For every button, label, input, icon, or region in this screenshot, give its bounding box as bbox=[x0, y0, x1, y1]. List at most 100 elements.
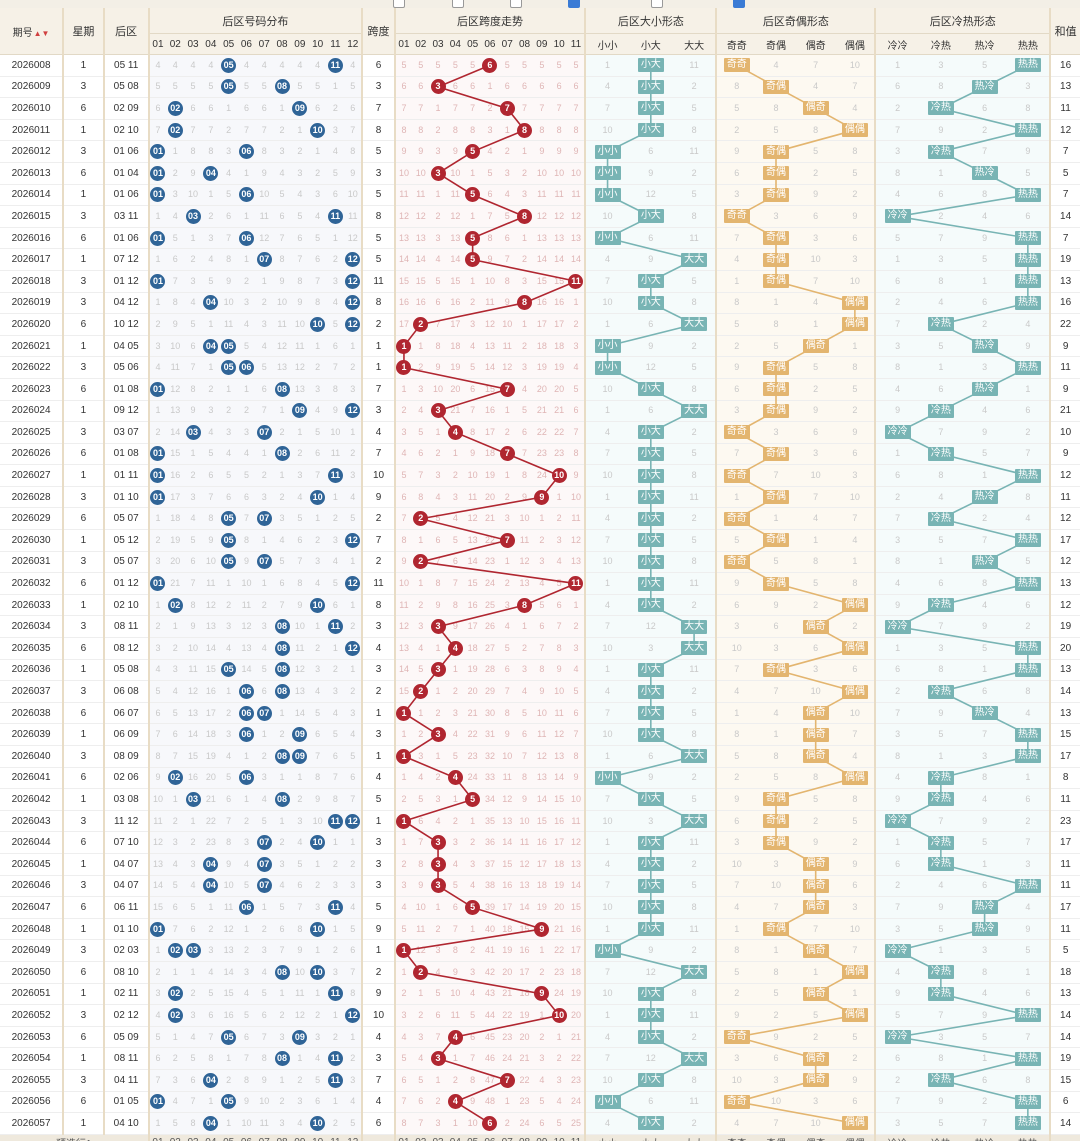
sort-icon[interactable]: ▲▼ bbox=[33, 28, 50, 38]
predict-parity-option[interactable]: 奇偶 bbox=[756, 1134, 796, 1141]
predict-span-option[interactable]: 07 bbox=[498, 1134, 516, 1141]
table-row[interactable]: 2026013 6 01 04 01 2 9 04 4 1 9 4 3 2 5 9 3 10 10 3 10 1 5 3 2 1… bbox=[0, 162, 1080, 185]
table-row[interactable]: 2026042 1 03 08 10 1 03 21 6 1 4 08 2 9 8 7 5 2 5 3 1 5 34 12 9… bbox=[0, 788, 1080, 811]
span-trend-cell: 1 bbox=[412, 335, 430, 358]
table-row[interactable]: 2026052 3 02 12 4 02 3 6 16 5 6 2 12 2 1 12 10 3 2 6 11 5 44 2… bbox=[0, 1004, 1080, 1027]
table-row[interactable]: 2026056 6 01 05 01 4 7 1 05 9 10 2 3 6 1 4 4 7 6 2 4 9 48 1 23 5… bbox=[0, 1091, 1080, 1114]
table-row[interactable]: 2026055 3 04 11 7 3 6 04 2 8 9 1 2 5 11 3 7 6 5 1 2 8 47 7 22 4 3… bbox=[0, 1069, 1080, 1092]
predict-parity-option[interactable]: 奇奇 bbox=[716, 1134, 757, 1141]
predict-dist-option[interactable]: 12 bbox=[344, 1134, 364, 1141]
predict-heat-option[interactable]: 冷冷 bbox=[875, 1134, 919, 1141]
predict-size-option[interactable]: 小小 bbox=[585, 1134, 629, 1141]
predict-span-option[interactable]: 03 bbox=[429, 1134, 447, 1141]
predict-size-option[interactable]: 小大 bbox=[628, 1134, 673, 1141]
span-trend-cell: 14 bbox=[515, 896, 534, 919]
table-row[interactable]: 2026014 1 01 06 01 3 10 1 5 06 10 5 4 3 6 10 5 11 11 1 11 5 6… bbox=[0, 184, 1080, 207]
predict-parity-option[interactable]: 偶奇 bbox=[795, 1134, 836, 1141]
table-row[interactable]: 2026033 1 02 10 1 02 8 12 2 11 2 7 9 10 6 1 8 11 2 9 8 16 25 3… bbox=[0, 594, 1080, 617]
table-row[interactable]: 2026049 3 02 03 1 02 03 3 13 2 3 7 9 1 2 6 1 1 12 3 8 2 41 19 1… bbox=[0, 939, 1080, 962]
table-row[interactable]: 2026023 6 01 08 01 12 8 2 1 1 6 08 13 3 8 3 7 1 3 10 20 6 15 7… bbox=[0, 378, 1080, 401]
table-row[interactable]: 2026034 3 08 11 2 1 9 13 3 12 3 08 10 1 11 2 3 12 3 3 9 17 26… bbox=[0, 615, 1080, 639]
table-row[interactable]: 2026039 1 06 09 7 6 14 18 3 06 1 2 09 6 5 4 3 1 2 3 4 22 31 9 6… bbox=[0, 723, 1080, 746]
predict-span-option[interactable]: 06 bbox=[481, 1134, 499, 1141]
predict-span-option[interactable]: 08 bbox=[515, 1134, 534, 1141]
predict-span-option[interactable]: 05 bbox=[464, 1134, 482, 1141]
table-row[interactable]: 2026054 1 08 11 6 2 5 8 1 7 8 08 1 4 11 2 3 5 4 3 1 7 46 24 21 3… bbox=[0, 1047, 1080, 1070]
table-row[interactable]: 2026041 6 02 06 9 02 16 20 5 06 3 1 1 8 7 6 4 1 4 2 4 24 33 11… bbox=[0, 767, 1080, 790]
table-row[interactable]: 2026057 1 04 10 1 5 8 04 1 10 11 3 4 10 2 5 6 8 7 3 1 10 6 2 24… bbox=[0, 1112, 1080, 1135]
predict-heat-option[interactable]: 冷热 bbox=[918, 1134, 963, 1141]
predict-dist-option[interactable]: 01 bbox=[148, 1134, 167, 1141]
table-row[interactable]: 2026031 3 05 07 3 20 6 10 05 9 07 5 7 3 4 1 2 9 2 7 6 14 23 1 1… bbox=[0, 551, 1080, 574]
table-row[interactable]: 2026032 6 01 12 01 21 7 11 1 10 1 6 8 4 5 12 11 10 1 8 7 15 2… bbox=[0, 572, 1080, 595]
filter-checkbox[interactable] bbox=[568, 0, 580, 8]
table-row[interactable]: 2026045 1 04 07 13 4 3 04 9 4 07 3 5 1 2 2 3 2 8 3 4 3 37 15 12… bbox=[0, 853, 1080, 876]
predict-dist-option[interactable]: 08 bbox=[273, 1134, 291, 1141]
table-row[interactable]: 2026008 1 05 11 4 4 4 4 05 4 4 4 4 4 11 4 6 5 5 5 5 5 6 5 5 5 5 5 1… bbox=[0, 54, 1080, 77]
table-row[interactable]: 2026011 1 02 10 7 02 7 7 2 7 7 2 1 10 3 7 8 8 8 2 8 8 3 1 8 8 8 8 1… bbox=[0, 119, 1080, 142]
filter-checkbox[interactable] bbox=[510, 0, 522, 8]
predict-span-option[interactable]: 10 bbox=[550, 1134, 568, 1141]
table-row[interactable]: 2026028 3 01 10 01 17 3 7 6 6 3 2 4 10 1 4 9 6 8 4 3 11 20 2 9 9… bbox=[0, 486, 1080, 509]
filter-checkbox[interactable] bbox=[452, 0, 464, 8]
predict-span-option[interactable]: 11 bbox=[567, 1134, 587, 1141]
table-row[interactable]: 2026018 3 01 12 01 7 3 5 9 2 1 9 8 7 3 12 11 15 15 5 15 1 10 8… bbox=[0, 270, 1080, 293]
table-row[interactable]: 2026026 6 01 08 01 15 1 5 4 4 1 08 2 6 11 2 7 4 6 2 1 9 18 7 7 2… bbox=[0, 443, 1080, 466]
predict-dist-option[interactable]: 09 bbox=[290, 1134, 309, 1141]
predict-size-option[interactable]: 大大 bbox=[672, 1134, 718, 1141]
table-row[interactable]: 2026017 1 07 12 1 6 2 4 8 1 07 8 7 6 2 12 5 14 14 4 14 5 9 7 2 1… bbox=[0, 248, 1080, 271]
span-trend-cell: 4 bbox=[533, 1069, 551, 1092]
table-row[interactable]: 2026035 6 08 12 3 2 10 14 4 13 4 08 11 2 1 12 4 13 4 1 4 18 2… bbox=[0, 637, 1080, 660]
filter-checkbox[interactable] bbox=[393, 0, 405, 8]
filter-checkbox[interactable] bbox=[651, 0, 663, 8]
table-row[interactable]: 2026027 1 01 11 01 16 2 6 5 5 2 1 3 7 11 3 10 5 7 3 2 10 19 1 8… bbox=[0, 464, 1080, 487]
predict-span-option[interactable]: 02 bbox=[412, 1134, 430, 1141]
table-row[interactable]: 2026053 6 05 09 5 1 4 7 05 6 7 3 09 3 2 1 4 4 3 7 4 6 45 23 20 2… bbox=[0, 1026, 1080, 1049]
predict-dist-option[interactable]: 06 bbox=[237, 1134, 256, 1141]
table-row[interactable]: 2026020 6 10 12 2 9 5 1 11 4 3 11 10 10 5 12 2 17 2 7 17 3 12… bbox=[0, 313, 1080, 336]
predict-heat-option[interactable]: 热热 bbox=[1006, 1134, 1052, 1141]
table-row[interactable]: 2026019 3 04 12 1 8 4 04 10 3 2 10 9 8 4 12 8 16 16 6 16 2 11… bbox=[0, 292, 1080, 315]
table-row[interactable]: 2026025 3 03 07 2 14 03 4 3 3 07 2 1 5 10 1 4 3 5 1 4 8 17 2 6 2… bbox=[0, 421, 1080, 444]
table-row[interactable]: 2026047 6 06 11 15 6 5 1 11 06 1 5 7 3 11 4 5 4 10 1 6 5 39 17… bbox=[0, 896, 1080, 919]
table-row[interactable]: 2026048 1 01 10 01 7 6 2 12 1 2 6 8 10 1 5 9 5 11 2 7 1 40 18 1… bbox=[0, 918, 1080, 941]
predict-dist-option[interactable]: 10 bbox=[308, 1134, 327, 1141]
predict-dist-option[interactable]: 11 bbox=[326, 1134, 345, 1141]
predict-dist-option[interactable]: 07 bbox=[255, 1134, 274, 1141]
miss-count: 11 bbox=[689, 146, 699, 157]
predict-dist-option[interactable]: 02 bbox=[166, 1134, 185, 1141]
predict-span-option[interactable]: 01 bbox=[394, 1134, 413, 1141]
table-row[interactable]: 2026021 1 04 05 3 10 6 04 05 5 4 12 11 1 6 1 1 1 1 8 18 4 13 1… bbox=[0, 335, 1080, 358]
predict-dist-option[interactable]: 03 bbox=[184, 1134, 202, 1141]
predict-span-option[interactable]: 04 bbox=[446, 1134, 464, 1141]
span-cell: 5 bbox=[362, 896, 396, 919]
table-row[interactable]: 2026044 6 07 10 12 3 2 23 8 3 07 2 4 10 1 1 3 1 7 3 3 2 36 14 1… bbox=[0, 831, 1080, 854]
table-row[interactable]: 2026012 3 01 06 01 1 8 8 3 06 8 3 2 1 4 8 5 9 9 3 9 5 4 2 1 9 9 9 小… bbox=[0, 140, 1080, 163]
table-row[interactable]: 2026022 3 05 06 4 11 7 1 05 06 5 13 12 2 7 2 1 1 2 9 19 5 14 1… bbox=[0, 356, 1080, 379]
predict-heat-option[interactable]: 热冷 bbox=[962, 1134, 1007, 1141]
predict-row[interactable]: 预选行1010203040506070809101112010203040506… bbox=[0, 1134, 1080, 1141]
table-row[interactable]: 2026046 3 04 07 14 5 4 04 10 5 07 4 6 2 3 3 3 3 9 3 5 4 38 16 1… bbox=[0, 875, 1080, 898]
predict-parity-option[interactable]: 偶偶 bbox=[835, 1134, 877, 1141]
issue-header[interactable]: 期号▲▼ bbox=[0, 8, 65, 55]
predict-span-option[interactable]: 09 bbox=[533, 1134, 551, 1141]
table-row[interactable]: 2026043 3 11 12 11 2 1 22 7 2 5 1 3 10 11 12 1 1 6 4 2 1 35 13… bbox=[0, 810, 1080, 833]
table-row[interactable]: 2026038 6 06 07 6 5 13 17 2 06 07 1 14 5 4 3 1 1 1 2 3 21 30 8… bbox=[0, 702, 1080, 725]
table-row[interactable]: 2026015 3 03 11 1 4 03 2 6 1 11 6 5 4 11 11 8 12 12 2 12 1 7 5… bbox=[0, 205, 1080, 228]
table-row[interactable]: 2026009 3 05 08 5 5 5 5 05 5 5 08 5 5 1 5 3 6 6 3 6 6 1 6 6 6 6 6 4… bbox=[0, 76, 1080, 99]
table-row[interactable]: 2026024 1 09 12 1 13 9 3 2 2 7 1 09 4 9 12 3 2 4 3 21 7 16 1 5 2… bbox=[0, 400, 1080, 423]
table-row[interactable]: 2026036 1 05 08 4 3 11 15 05 14 5 08 12 3 2 1 3 14 5 3 1 19 2… bbox=[0, 659, 1080, 682]
dist-cell: 4 bbox=[273, 54, 291, 77]
filter-checkbox[interactable] bbox=[733, 0, 745, 8]
miss-count: 10 bbox=[415, 901, 426, 912]
predict-dist-option[interactable]: 05 bbox=[219, 1134, 238, 1141]
table-row[interactable]: 2026010 6 02 09 6 02 6 6 1 6 6 1 09 6 2 6 7 7 7 1 7 7 2 7 7 7 7 7 7… bbox=[0, 97, 1080, 120]
predict-dist-option[interactable]: 04 bbox=[201, 1134, 220, 1141]
table-row[interactable]: 2026037 3 06 08 5 4 12 16 1 06 6 08 13 4 3 2 2 15 2 1 2 20 29… bbox=[0, 680, 1080, 703]
table-row[interactable]: 2026051 1 02 11 3 02 2 5 15 4 5 1 11 1 11 8 9 2 1 5 10 4 43 21… bbox=[0, 983, 1080, 1006]
table-row[interactable]: 2026029 6 05 07 1 18 4 8 05 7 07 3 5 1 2 5 2 7 2 5 4 12 21 3 10… bbox=[0, 507, 1080, 531]
table-row[interactable]: 2026050 6 08 10 2 1 1 4 14 3 4 08 10 10 3 7 2 1 2 4 9 3 42 20 1… bbox=[0, 961, 1080, 984]
table-row[interactable]: 2026030 1 05 12 2 19 5 9 05 8 1 4 6 2 3 12 7 8 1 6 5 13 22 7 11… bbox=[0, 529, 1080, 552]
table-row[interactable]: 2026016 6 01 06 01 5 1 3 7 06 12 7 6 5 1 12 5 13 13 3 13 5 8 6… bbox=[0, 227, 1080, 250]
table-row[interactable]: 2026040 3 08 09 8 7 15 19 4 1 2 08 09 7 6 5 1 1 3 1 5 23 32 10… bbox=[0, 745, 1080, 768]
